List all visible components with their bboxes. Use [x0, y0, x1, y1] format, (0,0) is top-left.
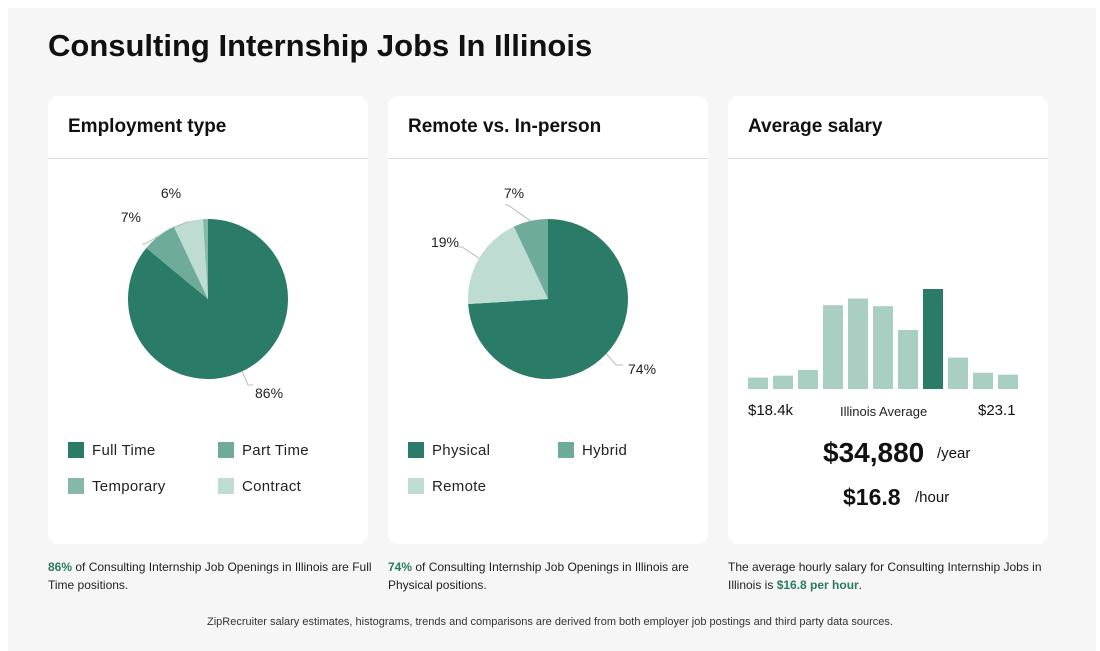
pie-label-leader: [458, 246, 480, 259]
pie-value-label: 86%: [255, 385, 283, 401]
pie-slice-hybrid: [513, 219, 548, 299]
legend-label: Physical: [432, 442, 491, 459]
pie-slice-temporary: [173, 219, 208, 299]
caption-text: The average hourly salary for Consulting…: [728, 560, 1042, 592]
caption-highlight: 74%: [388, 560, 413, 574]
card-divider: [48, 158, 368, 159]
legend-swatch: [558, 442, 574, 458]
histogram-bar: [998, 374, 1018, 389]
footer-disclaimer: ZipRecruiter salary estimates, histogram…: [207, 616, 893, 628]
yearly-salary-value: $34,880: [823, 437, 925, 468]
salary-title: Average salary: [748, 116, 883, 137]
hourly-salary-value: $16.8: [843, 484, 901, 510]
yearly-salary-unit: /year: [937, 445, 971, 462]
legend-swatch: [408, 442, 424, 458]
salary-average-label: Illinois Average: [840, 404, 928, 419]
salary-min-label: $18.4k: [748, 402, 794, 419]
legend-swatch: [68, 478, 84, 494]
pie-value-label: 7%: [121, 209, 141, 225]
histogram-bar: [948, 357, 968, 389]
legend-label: Remote: [432, 478, 487, 495]
hourly-salary-unit: /hour: [915, 489, 950, 506]
histogram-bar: [798, 369, 818, 389]
legend-swatch: [408, 478, 424, 494]
histogram-bar-highlight: [923, 289, 943, 389]
histogram-bar: [873, 306, 893, 389]
remote-pie-chart: 74% 19% 7%: [431, 185, 656, 379]
pie-label-leader: [605, 353, 623, 366]
legend-item-temporary: Temporary: [68, 478, 166, 495]
employment-type-card: Employment type 86% 7% 6% Full Time Part T…: [48, 96, 368, 544]
salary-caption: The average hourly salary for Consulting…: [728, 558, 1058, 594]
legend-item-hybrid: Hybrid: [558, 442, 627, 459]
legend-label: Temporary: [92, 478, 166, 495]
caption-text: of Consulting Internship Job Openings in…: [388, 560, 689, 592]
legend-label: Contract: [242, 478, 302, 495]
pie-label-leader: [505, 204, 531, 222]
caption-text: of Consulting Internship Job Openings in…: [48, 560, 372, 592]
remote-caption: 74% of Consulting Internship Job Opening…: [388, 558, 718, 594]
pie-value-label: 7%: [504, 185, 524, 201]
caption-end: .: [858, 578, 863, 592]
remote-title: Remote vs. In-person: [408, 116, 602, 137]
histogram-bar: [823, 305, 843, 389]
caption-highlight: $16.8 per hour: [776, 578, 859, 592]
pie-value-label: 19%: [431, 234, 459, 250]
pie-slice-physical: [468, 219, 628, 379]
salary-histogram: [748, 289, 1018, 389]
salary-max-label: $23.1: [978, 402, 1016, 419]
card-divider: [728, 158, 1048, 159]
histogram-bar: [848, 298, 868, 389]
pie-slice-contract: [202, 219, 208, 299]
pie-value-label: 74%: [628, 361, 656, 377]
legend-label: Hybrid: [582, 442, 628, 459]
pie-label-leader: [142, 235, 160, 245]
pie-slice-remote: [468, 226, 548, 305]
legend-item-physical: Physical: [408, 442, 490, 459]
legend-item-remote: Remote: [408, 478, 486, 495]
salary-card: Average salary $18.4k Illinois Average $…: [728, 96, 1048, 544]
histogram-bar: [973, 372, 993, 389]
caption-highlight: 86%: [48, 560, 73, 574]
pie-value-label: 6%: [161, 185, 181, 201]
employment-caption: 86% of Consulting Internship Job Opening…: [48, 558, 378, 594]
pie-label-leader: [241, 371, 253, 386]
legend-item-part-time: Part Time: [218, 442, 309, 459]
legend-label: Full Time: [92, 442, 156, 459]
pie-slice-part-time: [146, 226, 208, 299]
histogram-bar: [773, 375, 793, 389]
page-title: Consulting Internship Jobs In Illinois: [48, 28, 593, 63]
remote-card: Remote vs. In-person 74% 19% 7% Physical H…: [388, 96, 708, 544]
card-divider: [388, 158, 708, 159]
legend-item-contract: Contract: [218, 478, 301, 495]
legend-swatch: [68, 442, 84, 458]
legend-swatch: [218, 442, 234, 458]
legend-label: Part Time: [242, 442, 309, 459]
histogram-bar: [748, 377, 768, 389]
legend-item-full-time: Full Time: [68, 442, 156, 459]
employment-type-title: Employment type: [68, 116, 227, 137]
employment-type-pie-chart: 86% 7% 6%: [121, 185, 288, 401]
pie-label-leader: [173, 221, 189, 228]
histogram-bar: [898, 329, 918, 389]
legend-swatch: [218, 478, 234, 494]
